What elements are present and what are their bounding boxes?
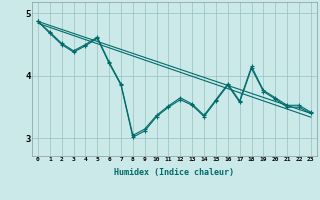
X-axis label: Humidex (Indice chaleur): Humidex (Indice chaleur): [115, 168, 234, 177]
